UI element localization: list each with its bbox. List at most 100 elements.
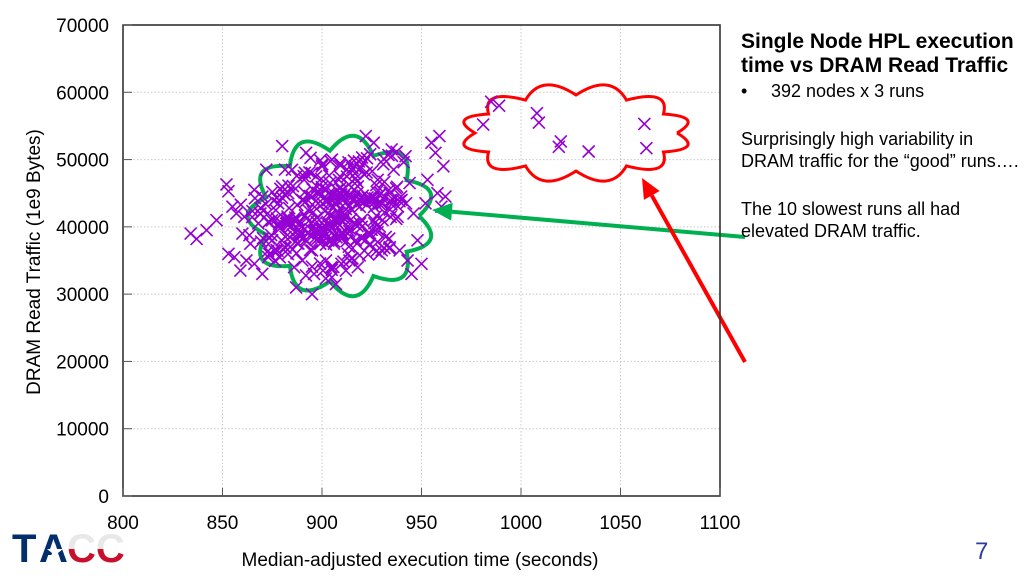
data-point: [329, 213, 343, 228]
data-point-stroke: [245, 210, 259, 224]
data-point-stroke: [311, 186, 325, 200]
data-point: [324, 260, 338, 274]
data-point: [295, 253, 309, 268]
data-point-stroke: [302, 165, 316, 179]
data-point-stroke: [290, 236, 304, 250]
data-point: [273, 182, 288, 196]
data-point: [319, 272, 333, 286]
data-point-stroke: [310, 215, 324, 229]
data-point-stroke: [285, 163, 299, 177]
data-point-stroke: [324, 260, 338, 274]
y-axis-title: DRAM Read Traffic (1e9 Bytes): [24, 129, 45, 395]
data-point: [340, 220, 354, 234]
data-point: [259, 163, 273, 177]
data-point: [303, 189, 317, 203]
data-point-stroke: [348, 159, 362, 173]
data-point-stroke: [245, 204, 260, 218]
data-point-stroke: [438, 190, 452, 204]
data-point-stroke: [326, 191, 340, 205]
red-cloud-outline: [462, 83, 690, 183]
data-point: [287, 260, 301, 274]
data-point: [303, 151, 318, 165]
bullet-marker: •: [741, 81, 748, 101]
data-point-stroke: [323, 154, 337, 168]
data-point: [282, 201, 296, 215]
data-point-stroke: [391, 199, 405, 214]
data-point-stroke: [336, 255, 351, 269]
data-point: [229, 206, 243, 220]
data-point-stroke: [436, 159, 450, 173]
data-point-stroke: [362, 227, 376, 241]
data-point-stroke: [374, 186, 388, 200]
data-point-stroke: [370, 222, 384, 236]
data-point-stroke: [221, 184, 236, 198]
data-point-stroke: [227, 250, 242, 264]
data-point-stroke: [334, 181, 348, 195]
data-point: [265, 185, 279, 199]
data-point: [297, 169, 311, 183]
data-point-stroke: [290, 169, 304, 183]
y-tick-label: 10000: [56, 420, 109, 441]
data-point-stroke: [552, 140, 566, 154]
data-point-stroke: [342, 224, 356, 238]
data-point-stroke: [298, 185, 312, 200]
data-point: [362, 225, 376, 239]
data-point: [639, 141, 653, 155]
data-point-stroke: [340, 162, 354, 176]
data-point: [370, 222, 384, 236]
data-point: [273, 250, 287, 264]
data-point: [329, 230, 344, 244]
data-point: [262, 215, 276, 229]
data-point-stroke: [282, 201, 296, 215]
data-point: [339, 264, 353, 278]
data-point: [305, 166, 319, 180]
arrow-shaft: [451, 209, 746, 239]
arrow-head: [642, 178, 660, 200]
data-point: [290, 198, 304, 212]
y-tick-label: 20000: [56, 352, 109, 373]
data-point: [285, 163, 299, 177]
data-point-stroke: [229, 206, 243, 220]
data-point-stroke: [424, 136, 439, 150]
x-tick-label: 1000: [500, 513, 542, 534]
x-tick-label: 800: [107, 513, 139, 534]
data-point: [374, 186, 388, 200]
data-point: [239, 253, 253, 268]
data-point-stroke: [278, 188, 292, 202]
x-tick-label: 850: [207, 513, 239, 534]
data-point-stroke: [394, 189, 408, 204]
data-point: [362, 227, 376, 241]
data-point-stroke: [418, 196, 433, 210]
data-point: [399, 196, 413, 210]
data-point: [552, 140, 566, 154]
data-point: [247, 257, 261, 271]
data-point: [410, 233, 425, 247]
data-point: [389, 212, 403, 226]
data-point-stroke: [367, 200, 381, 214]
red-arrow: [642, 178, 747, 363]
data-point: [350, 186, 365, 200]
data-point-stroke: [242, 228, 256, 242]
data-point-stroke: [354, 231, 368, 245]
data-point: [367, 200, 381, 214]
data-point: [484, 95, 498, 109]
x-tick-label: 1100: [700, 513, 741, 534]
data-point: [255, 267, 269, 281]
slide-title: Single Node HPL execution time vs DRAM R…: [741, 30, 1014, 77]
data-point: [369, 244, 383, 258]
data-point-stroke: [355, 213, 369, 227]
data-point-stroke: [332, 173, 346, 187]
data-point: [418, 196, 433, 210]
data-point: [404, 267, 419, 281]
data-point-stroke: [319, 238, 333, 252]
data-point-stroke: [361, 247, 375, 262]
data-point: [355, 150, 369, 165]
data-point-stroke: [342, 177, 356, 192]
data-point: [290, 236, 304, 250]
data-point-stroke: [295, 253, 309, 268]
data-point-stroke: [375, 213, 390, 227]
data-point: [323, 154, 337, 168]
data-point: [298, 233, 312, 247]
data-point-stroke: [492, 99, 506, 113]
